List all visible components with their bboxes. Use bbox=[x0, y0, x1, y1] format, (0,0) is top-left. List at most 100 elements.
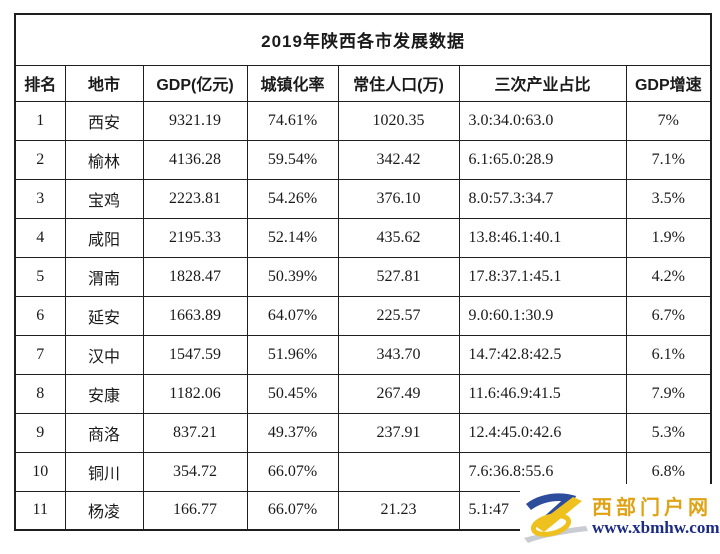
cell-growth: 1.9% bbox=[625, 217, 712, 258]
cell-population: 237.91 bbox=[337, 412, 460, 453]
cell-city: 渭南 bbox=[64, 256, 144, 297]
cell-gdp: 1663.89 bbox=[142, 295, 248, 336]
cell-population: 343.70 bbox=[337, 334, 460, 375]
cell-growth: 6.7% bbox=[625, 295, 712, 336]
cell-rank: 9 bbox=[14, 412, 66, 453]
table-row: 3 宝鸡 2223.81 54.26% 376.10 8.0:57.3:34.7 3.5% bbox=[14, 178, 712, 219]
cell-city: 商洛 bbox=[64, 412, 144, 453]
col-header-population: 常住人口(万) bbox=[337, 64, 460, 102]
site-url: www.xbmhw.com bbox=[592, 517, 720, 537]
cell-rank: 1 bbox=[14, 100, 66, 141]
cell-growth: 7.1% bbox=[625, 139, 712, 180]
cell-urbanization: 52.14% bbox=[246, 217, 339, 258]
cell-gdp: 1547.59 bbox=[142, 334, 248, 375]
watermark-text: 西部门户网 www.xbmhw.com bbox=[592, 497, 720, 538]
cell-urbanization: 51.96% bbox=[246, 334, 339, 375]
cell-city: 安康 bbox=[64, 373, 144, 414]
cell-urbanization: 59.54% bbox=[246, 139, 339, 180]
cell-population: 225.57 bbox=[337, 295, 460, 336]
cell-urbanization: 50.45% bbox=[246, 373, 339, 414]
cell-growth: 4.2% bbox=[625, 256, 712, 297]
header-row: 排名 地市 GDP(亿元) 城镇化率 常住人口(万) 三次产业占比 GDP增速 bbox=[14, 64, 712, 102]
cell-rank: 11 bbox=[14, 490, 66, 531]
cell-industry: 3.0:34.0:63.0 bbox=[458, 100, 627, 141]
cell-gdp: 1828.47 bbox=[142, 256, 248, 297]
cell-growth: 5.3% bbox=[625, 412, 712, 453]
cell-rank: 4 bbox=[14, 217, 66, 258]
cell-gdp: 354.72 bbox=[142, 451, 248, 492]
cell-gdp: 2223.81 bbox=[142, 178, 248, 219]
cell-industry: 11.6:46.9:41.5 bbox=[458, 373, 627, 414]
cell-population: 21.23 bbox=[337, 490, 460, 531]
cell-rank: 6 bbox=[14, 295, 66, 336]
cell-urbanization: 49.37% bbox=[246, 412, 339, 453]
cell-growth: 7.9% bbox=[625, 373, 712, 414]
watermark: 西部门户网 www.xbmhw.com bbox=[520, 484, 720, 550]
cell-industry: 8.0:57.3:34.7 bbox=[458, 178, 627, 219]
col-header-growth: GDP增速 bbox=[625, 64, 712, 102]
site-logo-icon bbox=[524, 493, 588, 543]
cell-population bbox=[337, 451, 460, 492]
cell-urbanization: 64.07% bbox=[246, 295, 339, 336]
cell-industry: 17.8:37.1:45.1 bbox=[458, 256, 627, 297]
cell-industry: 9.0:60.1:30.9 bbox=[458, 295, 627, 336]
cell-gdp: 2195.33 bbox=[142, 217, 248, 258]
cell-population: 342.42 bbox=[337, 139, 460, 180]
cell-urbanization: 54.26% bbox=[246, 178, 339, 219]
cell-population: 267.49 bbox=[337, 373, 460, 414]
cell-urbanization: 50.39% bbox=[246, 256, 339, 297]
cell-city: 咸阳 bbox=[64, 217, 144, 258]
cell-city: 延安 bbox=[64, 295, 144, 336]
table-row: 4 咸阳 2195.33 52.14% 435.62 13.8:46.1:40.1 1.9% bbox=[14, 217, 712, 258]
table-title: 2019年陕西各市发展数据 bbox=[14, 13, 712, 66]
cell-city: 榆林 bbox=[64, 139, 144, 180]
col-header-urbanization: 城镇化率 bbox=[246, 64, 339, 102]
table-row: 8 安康 1182.06 50.45% 267.49 11.6:46.9:41.5 7.9% bbox=[14, 373, 712, 414]
cell-rank: 8 bbox=[14, 373, 66, 414]
cell-urbanization: 66.07% bbox=[246, 490, 339, 531]
cell-gdp: 9321.19 bbox=[142, 100, 248, 141]
cell-city: 宝鸡 bbox=[64, 178, 144, 219]
title-row: 2019年陕西各市发展数据 bbox=[14, 13, 712, 66]
table-row: 6 延安 1663.89 64.07% 225.57 9.0:60.1:30.9 6.7% bbox=[14, 295, 712, 336]
table-row: 1 西安 9321.19 74.61% 1020.35 3.0:34.0:63.0 7% bbox=[14, 100, 712, 141]
cell-industry: 6.1:65.0:28.9 bbox=[458, 139, 627, 180]
cell-population: 527.81 bbox=[337, 256, 460, 297]
cell-industry: 13.8:46.1:40.1 bbox=[458, 217, 627, 258]
table-row: 5 渭南 1828.47 50.39% 527.81 17.8:37.1:45.1 4.2% bbox=[14, 256, 712, 297]
cell-rank: 10 bbox=[14, 451, 66, 492]
col-header-city: 地市 bbox=[64, 64, 144, 102]
cell-population: 1020.35 bbox=[337, 100, 460, 141]
cell-population: 435.62 bbox=[337, 217, 460, 258]
cell-gdp: 4136.28 bbox=[142, 139, 248, 180]
table-row: 10 铜川 354.72 66.07% 7.6:36.8:55.6 6.8% bbox=[14, 451, 712, 492]
cell-gdp: 1182.06 bbox=[142, 373, 248, 414]
table-row: 7 汉中 1547.59 51.96% 343.70 14.7:42.8:42.5 6.1% bbox=[14, 334, 712, 375]
cell-gdp: 166.77 bbox=[142, 490, 248, 531]
col-header-gdp: GDP(亿元) bbox=[142, 64, 248, 102]
cell-urbanization: 74.61% bbox=[246, 100, 339, 141]
cell-growth: 3.5% bbox=[625, 178, 712, 219]
cell-industry: 12.4:45.0:42.6 bbox=[458, 412, 627, 453]
cell-industry: 14.7:42.8:42.5 bbox=[458, 334, 627, 375]
cell-growth: 7% bbox=[625, 100, 712, 141]
cell-urbanization: 66.07% bbox=[246, 451, 339, 492]
cell-city: 杨凌 bbox=[64, 490, 144, 531]
cell-gdp: 837.21 bbox=[142, 412, 248, 453]
table-row: 2 榆林 4136.28 59.54% 342.42 6.1:65.0:28.9 7.1% bbox=[14, 139, 712, 180]
cell-rank: 5 bbox=[14, 256, 66, 297]
cell-population: 376.10 bbox=[337, 178, 460, 219]
table-body: 1 西安 9321.19 74.61% 1020.35 3.0:34.0:63.0 7% 2 榆… bbox=[14, 100, 712, 531]
cell-rank: 2 bbox=[14, 139, 66, 180]
cell-city: 西安 bbox=[64, 100, 144, 141]
site-name: 西部门户网 bbox=[592, 496, 712, 519]
cell-rank: 7 bbox=[14, 334, 66, 375]
col-header-industry: 三次产业占比 bbox=[458, 64, 627, 102]
development-data-table: 2019年陕西各市发展数据 排名 地市 GDP(亿元) 城镇化率 常住人口(万)… bbox=[14, 13, 713, 531]
col-header-rank: 排名 bbox=[14, 64, 66, 102]
cell-city: 汉中 bbox=[64, 334, 144, 375]
cell-growth: 6.1% bbox=[625, 334, 712, 375]
cell-city: 铜川 bbox=[64, 451, 144, 492]
cell-rank: 3 bbox=[14, 178, 66, 219]
